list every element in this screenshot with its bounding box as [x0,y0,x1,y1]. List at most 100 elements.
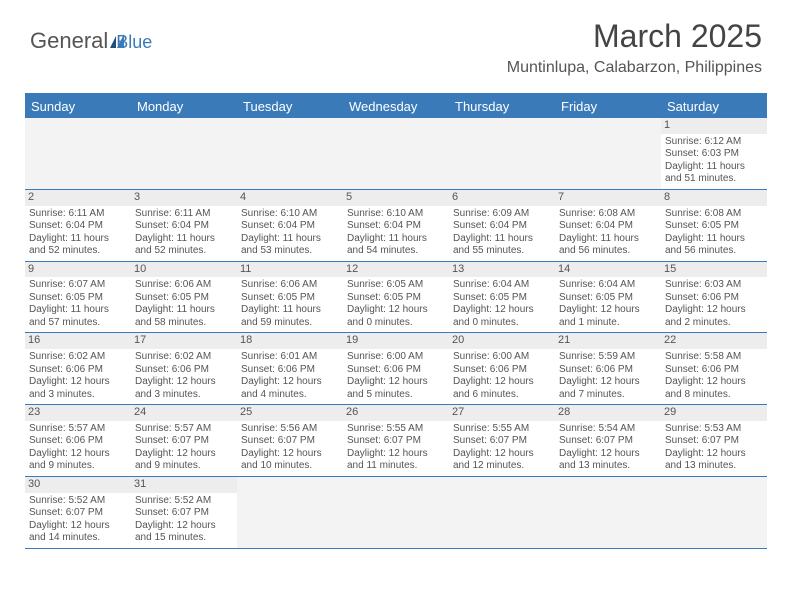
daylight-text: Daylight: 12 hours and 3 minutes. [29,376,127,401]
day-cell-empty [449,118,555,189]
daylight-text: Daylight: 12 hours and 11 minutes. [347,448,445,473]
day-cell-empty [25,118,131,189]
day-cell-empty [555,118,661,189]
sunrise-text: Sunrise: 6:12 AM [665,136,763,149]
sunrise-text: Sunrise: 5:56 AM [241,423,339,436]
sunset-text: Sunset: 6:06 PM [29,364,127,377]
daylight-text: Daylight: 12 hours and 15 minutes. [135,520,233,545]
day-number: 23 [25,405,131,421]
day-number: 17 [131,333,237,349]
daylight-text: Daylight: 12 hours and 0 minutes. [453,304,551,329]
sunrise-text: Sunrise: 6:02 AM [135,351,233,364]
sunset-text: Sunset: 6:05 PM [29,292,127,305]
day-cell: 7Sunrise: 6:08 AMSunset: 6:04 PMDaylight… [555,190,661,261]
day-cell: 31 Sunrise: 5:52 AMSunset: 6:07 PMDayligh… [131,477,237,548]
sunset-text: Sunset: 6:07 PM [135,435,233,448]
sunrise-text: Sunrise: 6:07 AM [29,279,127,292]
day-cell: 13Sunrise: 6:04 AMSunset: 6:05 PMDayligh… [449,262,555,333]
day-number: 19 [343,333,449,349]
daylight-text: Daylight: 12 hours and 9 minutes. [29,448,127,473]
daylight-text: Daylight: 11 hours and 57 minutes. [29,304,127,329]
sunrise-text: Sunrise: 5:52 AM [135,495,233,508]
weeks-container: 1 Sunrise: 6:12 AMSunset: 6:03 PM Daylight… [25,118,767,549]
daylight-text: Daylight: 12 hours and 12 minutes. [453,448,551,473]
day-number: 3 [131,190,237,206]
sunset-text: Sunset: 6:05 PM [665,220,763,233]
sunset-text: Sunset: 6:04 PM [347,220,445,233]
day-cell: 28Sunrise: 5:54 AMSunset: 6:07 PMDayligh… [555,405,661,476]
sunset-text: Sunset: 6:07 PM [453,435,551,448]
sunrise-text: Sunrise: 6:09 AM [453,208,551,221]
day-number: 30 [25,477,131,493]
sunset-text: Sunset: 6:05 PM [453,292,551,305]
day-number: 25 [237,405,343,421]
sunrise-text: Sunrise: 5:53 AM [665,423,763,436]
sunset-text: Sunset: 6:06 PM [665,364,763,377]
day-cell: 2Sunrise: 6:11 AMSunset: 6:04 PMDaylight… [25,190,131,261]
sunrise-text: Sunrise: 6:04 AM [559,279,657,292]
day-cell: 10Sunrise: 6:06 AMSunset: 6:05 PMDayligh… [131,262,237,333]
daylight-text: Daylight: 12 hours and 7 minutes. [559,376,657,401]
sunset-text: Sunset: 6:05 PM [135,292,233,305]
sunrise-text: Sunrise: 5:55 AM [347,423,445,436]
day-number: 15 [661,262,767,278]
week-row: 9Sunrise: 6:07 AMSunset: 6:05 PMDaylight… [25,262,767,334]
day-number: 22 [661,333,767,349]
sunset-text: Sunset: 6:06 PM [559,364,657,377]
sunrise-text: Sunrise: 6:08 AM [665,208,763,221]
day-cell: 12Sunrise: 6:05 AMSunset: 6:05 PMDayligh… [343,262,449,333]
daylight-text: Daylight: 12 hours and 5 minutes. [347,376,445,401]
day-cell-empty [237,477,343,548]
sunrise-text: Sunrise: 6:00 AM [453,351,551,364]
sunrise-text: Sunrise: 6:10 AM [241,208,339,221]
sunset-text: Sunset: 6:07 PM [29,507,127,520]
sunset-text: Sunset: 6:03 PM [665,148,763,161]
dow-saturday: Saturday [661,95,767,118]
dow-monday: Monday [131,95,237,118]
dow-thursday: Thursday [449,95,555,118]
daylight-text: Daylight: 12 hours and 13 minutes. [559,448,657,473]
day-number: 11 [237,262,343,278]
daylight-text: Daylight: 12 hours and 1 minute. [559,304,657,329]
week-row: 16Sunrise: 6:02 AMSunset: 6:06 PMDayligh… [25,333,767,405]
day-cell: 14Sunrise: 6:04 AMSunset: 6:05 PMDayligh… [555,262,661,333]
day-number: 14 [555,262,661,278]
daylight-text: Daylight: 11 hours and 55 minutes. [453,233,551,258]
sunrise-text: Sunrise: 5:57 AM [29,423,127,436]
daylight-text: Daylight: 12 hours and 6 minutes. [453,376,551,401]
sunset-text: Sunset: 6:04 PM [29,220,127,233]
sunset-text: Sunset: 6:06 PM [29,435,127,448]
daylight-text: Daylight: 11 hours and 56 minutes. [665,233,763,258]
day-cell: 24Sunrise: 5:57 AMSunset: 6:07 PMDayligh… [131,405,237,476]
dow-tuesday: Tuesday [237,95,343,118]
sunrise-text: Sunrise: 6:10 AM [347,208,445,221]
day-number: 12 [343,262,449,278]
sunset-text: Sunset: 6:06 PM [453,364,551,377]
daylight-text: Daylight: 12 hours and 3 minutes. [135,376,233,401]
sunrise-text: Sunrise: 6:06 AM [135,279,233,292]
sunset-text: Sunset: 6:07 PM [241,435,339,448]
day-number: 31 [131,477,237,493]
sunset-text: Sunset: 6:06 PM [241,364,339,377]
day-cell: 17Sunrise: 6:02 AMSunset: 6:06 PMDayligh… [131,333,237,404]
day-number: 1 [661,118,767,134]
day-cell-empty [131,118,237,189]
daylight-text: Daylight: 12 hours and 9 minutes. [135,448,233,473]
week-row: 1Sunrise: 6:12 AMSunset: 6:03 PMDaylight… [25,118,767,190]
sunset-text: Sunset: 6:07 PM [559,435,657,448]
sunrise-text: Sunrise: 5:58 AM [665,351,763,364]
sunset-text: Sunset: 6:05 PM [241,292,339,305]
day-cell: 20 Sunrise: 6:00 AMSunset: 6:06 PMDayligh… [449,333,555,404]
day-cell: 8 Sunrise: 6:08 AMSunset: 6:05 PMDaylight… [661,190,767,261]
day-number: 8 [661,190,767,206]
location-text: Muntinlupa, Calabarzon, Philippines [507,59,762,77]
logo-text-accent: Blue [116,32,152,53]
dow-row: Sunday Monday Tuesday Wednesday Thursday… [25,95,767,118]
sunset-text: Sunset: 6:04 PM [135,220,233,233]
day-number: 20 [449,333,555,349]
sunset-text: Sunset: 6:07 PM [135,507,233,520]
sunset-text: Sunset: 6:05 PM [559,292,657,305]
day-cell: 6Sunrise: 6:09 AMSunset: 6:04 PMDaylight… [449,190,555,261]
day-cell: 1Sunrise: 6:12 AMSunset: 6:03 PMDaylight… [661,118,767,189]
week-row: 23Sunrise: 5:57 AMSunset: 6:06 PMDayligh… [25,405,767,477]
